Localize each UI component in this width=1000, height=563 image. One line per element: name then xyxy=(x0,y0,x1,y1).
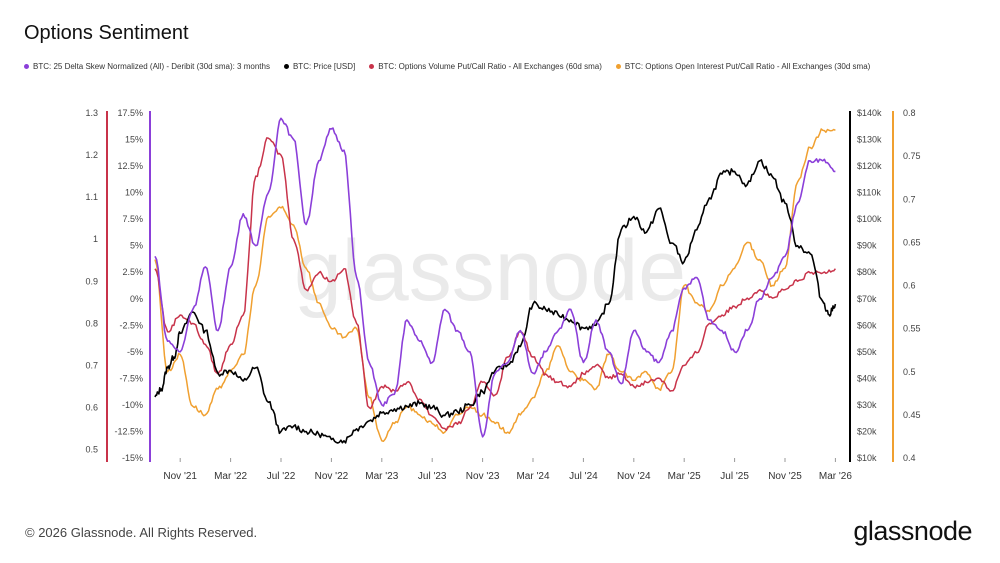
price-tick-label: $10k xyxy=(857,453,877,463)
oi_pcr-tick-label: 0.75 xyxy=(903,151,921,161)
volume_pcr-tick-label: 0.5 xyxy=(85,445,98,455)
oi_pcr-tick-label: 0.4 xyxy=(903,453,916,463)
skew-series-line xyxy=(154,117,836,438)
skew-tick-label: -15% xyxy=(122,453,143,463)
skew-tick-label: -7.5% xyxy=(119,373,143,383)
legend-dot-icon xyxy=(283,64,289,69)
skew-tick-label: 5% xyxy=(130,241,143,251)
x-tick-label: Nov '22 xyxy=(315,471,349,482)
oi_pcr-tick-label: 0.45 xyxy=(903,410,921,420)
x-tick-label: Nov '24 xyxy=(617,471,651,482)
x-tick-label: Mar '22 xyxy=(214,471,247,482)
volume_pcr-tick-label: 0.9 xyxy=(85,276,98,286)
skew-tick-label: -5% xyxy=(127,347,143,357)
axes: 0.5 0.6 0.7 0.8 0.9 1 1.1 1.2 1.3 -15% -12.5% -10% -… xyxy=(85,108,920,463)
volume_pcr-tick-label: 1.3 xyxy=(85,108,98,118)
x-tick-label: Mar '25 xyxy=(668,471,701,482)
legend: BTC: 25 Delta Skew Normalized (All) - De… xyxy=(24,62,884,71)
skew-tick-label: 12.5% xyxy=(117,161,143,171)
x-tick-label: Jul '23 xyxy=(418,471,447,482)
chart-title: Options Sentiment xyxy=(24,22,189,44)
x-tick-label: Nov '25 xyxy=(768,471,802,482)
legend-dot-icon xyxy=(24,64,29,69)
skew-tick-label: -10% xyxy=(122,400,143,410)
legend-item-skew[interactable]: BTC: 25 Delta Skew Normalized (All) - De… xyxy=(24,62,270,71)
skew-tick-label: -2.5% xyxy=(119,320,143,330)
price-tick-label: $20k xyxy=(857,426,877,436)
oi_pcr-series-line xyxy=(154,128,836,443)
x-tick-label: Mar '23 xyxy=(365,471,398,482)
series xyxy=(154,117,837,444)
skew-tick-label: 0% xyxy=(130,294,143,304)
volume_pcr-series-line xyxy=(154,137,836,431)
x-tick-label: Jul '25 xyxy=(720,471,749,482)
oi_pcr-tick-label: 0.65 xyxy=(903,237,921,247)
price-tick-label: $70k xyxy=(857,294,877,304)
legend-label: BTC: 25 Delta Skew Normalized (All) - De… xyxy=(33,62,270,71)
x-tick-label: Jul '24 xyxy=(569,471,598,482)
price-tick-label: $140k xyxy=(857,108,882,118)
price-series-line xyxy=(154,159,837,444)
price-tick-label: $90k xyxy=(857,241,877,251)
legend-label: BTC: Options Open Interest Put/Call Rati… xyxy=(624,62,871,71)
price-tick-label: $100k xyxy=(857,214,882,224)
legend-item-volume-pcr[interactable]: BTC: Options Volume Put/Call Ratio - All… xyxy=(369,62,602,71)
chart-area: glassnode 0.5 0.6 0.7 0.8 0.9 1 1.1 1.2 1.3 -15% -… xyxy=(85,108,920,482)
legend-label: BTC: Options Volume Put/Call Ratio - All… xyxy=(378,62,602,71)
skew-tick-label: 15% xyxy=(125,135,143,145)
x-tick-label: Nov '23 xyxy=(466,471,500,482)
x-axis: Nov '21 Mar '22 Jul '22 Nov '22 Mar '23 Jul '… xyxy=(163,458,852,482)
x-tick-label: Jul '22 xyxy=(267,471,296,482)
legend-dot-icon xyxy=(615,64,621,69)
x-tick-label: Mar '24 xyxy=(516,471,549,482)
price-tick-label: $30k xyxy=(857,400,877,410)
oi_pcr-tick-label: 0.7 xyxy=(903,194,916,204)
x-tick-label: Mar '26 xyxy=(819,471,852,482)
volume_pcr-tick-label: 0.8 xyxy=(85,318,98,328)
legend-dot-icon xyxy=(369,64,375,69)
copyright-text: © 2026 Glassnode. All Rights Reserved. xyxy=(25,525,258,540)
volume_pcr-tick-label: 1.1 xyxy=(85,192,98,202)
volume_pcr-tick-label: 0.6 xyxy=(85,403,98,413)
volume_pcr-tick-label: 1 xyxy=(93,234,98,244)
oi_pcr-tick-label: 0.55 xyxy=(903,324,921,334)
price-tick-label: $50k xyxy=(857,347,877,357)
brand-logo: glassnode xyxy=(853,516,972,546)
legend-label: BTC: Price [USD] xyxy=(292,62,356,71)
skew-tick-label: 7.5% xyxy=(122,214,143,224)
volume_pcr-tick-label: 1.2 xyxy=(85,150,98,160)
price-tick-label: $40k xyxy=(857,373,877,383)
skew-tick-label: 17.5% xyxy=(117,108,143,118)
price-tick-label: $60k xyxy=(857,320,877,330)
skew-tick-label: -12.5% xyxy=(114,426,143,436)
skew-tick-label: 10% xyxy=(125,188,143,198)
legend-item-oi-pcr[interactable]: BTC: Options Open Interest Put/Call Rati… xyxy=(615,62,871,71)
oi_pcr-tick-label: 0.8 xyxy=(903,108,916,118)
volume_pcr-tick-label: 0.7 xyxy=(85,360,98,370)
oi_pcr-tick-label: 0.5 xyxy=(903,367,916,377)
x-tick-label: Nov '21 xyxy=(163,471,197,482)
oi_pcr-tick-label: 0.6 xyxy=(903,281,916,291)
legend-item-price[interactable]: BTC: Price [USD] xyxy=(283,62,356,71)
price-tick-label: $120k xyxy=(857,161,882,171)
skew-tick-label: 2.5% xyxy=(122,267,143,277)
price-tick-label: $80k xyxy=(857,267,877,277)
price-tick-label: $110k xyxy=(857,188,881,198)
price-tick-label: $130k xyxy=(857,135,882,145)
watermark-text: glassnode xyxy=(294,223,686,319)
